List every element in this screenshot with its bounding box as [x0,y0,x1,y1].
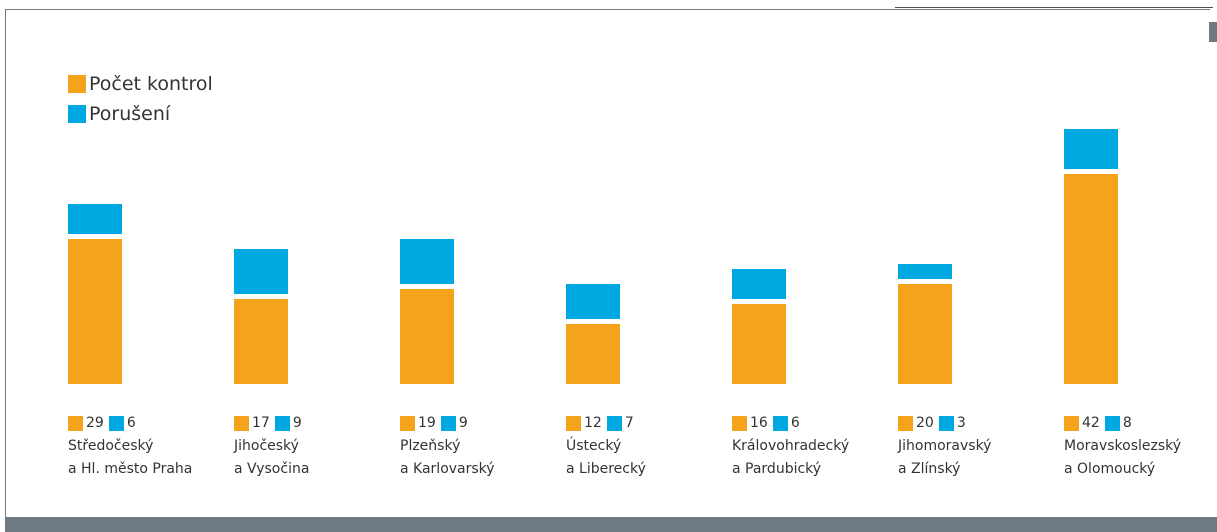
value-label-violations: 7 [624,415,634,431]
bar-controls-2 [400,289,454,384]
bar-violations-4 [732,269,786,299]
value-label-controls: 29 [86,415,104,431]
legend-swatch-controls [68,75,86,93]
category-label-line-1: a Liberecký [566,461,646,477]
bar-violations-6 [1064,129,1118,169]
category-label-line-1: a Pardubický [732,461,822,477]
value-labels-4: 16 6 [732,412,892,435]
value-swatch-controls [1064,416,1079,431]
value-label-violations: 3 [956,415,966,431]
category-label-line-0: Jihomoravský [898,438,992,454]
bar-controls-4 [732,304,786,384]
value-label-controls: 19 [418,415,436,431]
value-label-violations: 8 [1122,415,1132,431]
category-label-line-1: a Olomoucký [1064,461,1156,477]
category-group-5: 20 3 Jihomoravský a Zlínský [898,412,1058,481]
category-group-1: 17 9 Jihočeský a Vysočina [234,412,394,481]
value-swatch-violations [606,416,622,431]
value-label-controls: 42 [1082,415,1100,431]
corner-marker [1209,22,1217,42]
value-label-controls: 12 [584,415,602,431]
category-group-4: 16 6 Královohradecký a Pardubický [732,412,892,481]
value-swatch-controls [400,416,415,431]
category-label-line-1: a Zlínský [898,461,961,477]
category-label-line-0: Středočeský [68,438,154,454]
category-label-line-0: Královohradecký [732,438,850,454]
bar-controls-5 [898,284,952,384]
value-label-controls: 20 [916,415,934,431]
legend-label-violations: Porušení [89,103,171,125]
legend-label-controls: Počet kontrol [89,73,213,95]
value-label-controls: 17 [252,415,270,431]
value-label-controls: 16 [750,415,768,431]
bar-violations-3 [566,284,620,319]
bar-violations-1 [234,249,288,294]
legend-item-controls: Počet kontrol [68,69,213,99]
category-group-6: 42 8 Moravskoslezský a Olomoucký [1064,412,1217,481]
category-label-line-0: Jihočeský [234,438,299,454]
value-labels-1: 17 9 [234,412,394,435]
value-swatch-controls [732,416,747,431]
legend-swatch-violations [68,105,86,123]
category-label-line-1: a Karlovarský [400,461,495,477]
value-labels-5: 20 3 [898,412,1058,435]
value-swatch-violations [108,416,124,431]
bar-violations-2 [400,239,454,284]
legend-item-violations: Porušení [68,99,213,129]
footer-bar [5,517,1217,532]
value-label-violations: 6 [790,415,800,431]
category-label-line-1: a Vysočina [234,461,310,477]
value-swatch-violations [1104,416,1120,431]
value-swatch-violations [274,416,290,431]
header-title-fragment [820,0,1217,8]
value-swatch-controls [566,416,581,431]
value-swatch-controls [898,416,913,431]
value-labels-2: 19 9 [400,412,560,435]
category-group-3: 12 7 Ústecký a Liberecký [566,412,726,481]
category-label-line-0: Plzeňský [400,438,461,454]
legend: Počet kontrol Porušení [68,69,213,129]
value-label-violations: 6 [126,415,136,431]
value-swatch-violations [440,416,456,431]
bar-controls-3 [566,324,620,384]
chart-frame [5,9,1210,517]
bar-controls-6 [1064,174,1118,384]
value-swatch-controls [68,416,83,431]
header-title-fragment-glyphs [895,7,1213,8]
bar-controls-1 [234,299,288,384]
category-label-line-1: a Hl. město Praha [68,461,193,477]
category-group-2: 19 9 Plzeňský a Karlovarský [400,412,560,481]
value-label-violations: 9 [458,415,468,431]
value-swatch-violations [772,416,788,431]
value-label-violations: 9 [292,415,302,431]
category-label-line-0: Moravskoslezský [1064,438,1182,454]
bar-violations-5 [898,264,952,279]
category-label-line-0: Ústecký [566,438,622,454]
value-swatch-violations [938,416,954,431]
bar-controls-0 [68,239,122,384]
category-group-0: 29 6 Středočeský a Hl. město Praha [68,412,228,481]
value-labels-0: 29 6 [68,412,228,435]
value-swatch-controls [234,416,249,431]
value-labels-6: 42 8 [1064,412,1217,435]
value-labels-3: 12 7 [566,412,726,435]
bar-violations-0 [68,204,122,234]
